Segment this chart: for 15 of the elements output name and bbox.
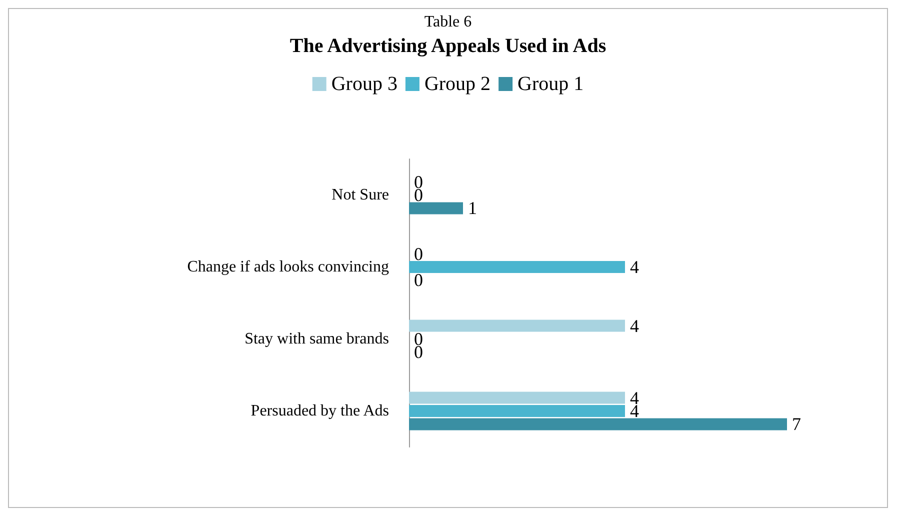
y-tick-label: Not Sure [332,186,389,204]
caption: Table 6 [424,14,472,30]
data-label: 4 [630,257,639,277]
data-label: 0 [414,270,423,290]
y-tick-label: Stay with same brands [244,330,389,348]
legend-label: Group 2 [424,73,491,95]
legend-label: Group 1 [518,73,584,95]
legend-label: Group 3 [331,73,398,95]
y-tick-label: Persuaded by the Ads [250,402,389,420]
data-label: 4 [630,316,639,336]
data-label: 1 [468,198,477,218]
chart-title: The Advertising Appeals Used in Ads [290,35,606,57]
data-label: 0 [414,244,423,264]
y-tick-label: Change if ads looks convincing [187,258,389,276]
data-label: 7 [792,414,801,434]
